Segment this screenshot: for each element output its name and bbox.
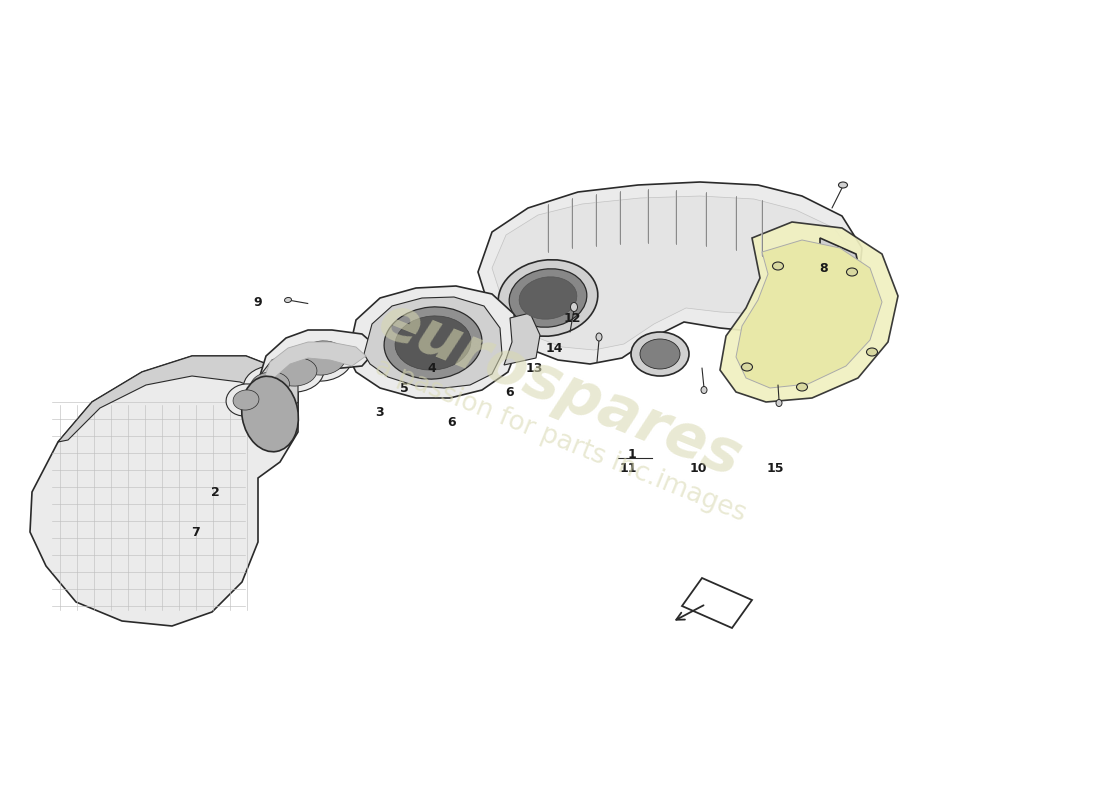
Text: 6: 6 (448, 415, 456, 429)
Ellipse shape (251, 372, 289, 398)
Ellipse shape (571, 302, 578, 311)
Text: 14: 14 (546, 342, 563, 354)
Ellipse shape (298, 341, 345, 375)
Ellipse shape (498, 260, 597, 336)
Text: a passion for parts inc.images: a passion for parts inc.images (371, 354, 749, 526)
Text: 10: 10 (690, 462, 706, 474)
Text: 4: 4 (428, 362, 437, 374)
Polygon shape (492, 196, 854, 350)
Text: 15: 15 (767, 462, 783, 474)
Ellipse shape (796, 383, 807, 391)
Ellipse shape (233, 390, 258, 410)
Ellipse shape (640, 339, 680, 369)
Ellipse shape (509, 269, 586, 327)
Text: 2: 2 (210, 486, 219, 498)
Polygon shape (760, 238, 864, 342)
Polygon shape (252, 342, 366, 405)
Polygon shape (252, 354, 298, 420)
Text: 8: 8 (820, 262, 828, 274)
Ellipse shape (701, 386, 707, 394)
Text: 1: 1 (628, 449, 637, 462)
Polygon shape (736, 240, 882, 388)
Polygon shape (364, 297, 502, 388)
Polygon shape (244, 330, 378, 418)
Ellipse shape (243, 366, 296, 404)
Polygon shape (58, 356, 298, 442)
Ellipse shape (867, 348, 878, 356)
Ellipse shape (847, 268, 858, 276)
Polygon shape (348, 286, 518, 398)
Text: 11: 11 (619, 462, 637, 474)
Ellipse shape (776, 399, 782, 406)
Text: 12: 12 (563, 311, 581, 325)
Text: 13: 13 (526, 362, 542, 374)
Ellipse shape (631, 332, 689, 376)
Ellipse shape (772, 262, 783, 270)
Ellipse shape (242, 376, 298, 452)
Text: 3: 3 (376, 406, 384, 418)
Ellipse shape (384, 307, 482, 379)
Ellipse shape (292, 335, 353, 381)
Ellipse shape (268, 352, 323, 392)
Polygon shape (682, 578, 752, 628)
Text: 6: 6 (506, 386, 515, 399)
Ellipse shape (275, 358, 317, 386)
Polygon shape (478, 182, 862, 364)
Ellipse shape (519, 277, 576, 319)
Ellipse shape (227, 384, 266, 416)
Text: 5: 5 (399, 382, 408, 394)
Ellipse shape (838, 182, 847, 188)
Text: 9: 9 (254, 295, 262, 309)
Ellipse shape (596, 333, 602, 341)
Polygon shape (504, 313, 540, 365)
Polygon shape (720, 222, 898, 402)
Ellipse shape (395, 316, 471, 370)
Polygon shape (30, 356, 298, 626)
Ellipse shape (741, 363, 752, 371)
Text: eurospares: eurospares (370, 290, 750, 490)
Ellipse shape (285, 298, 292, 302)
Text: 7: 7 (191, 526, 200, 538)
